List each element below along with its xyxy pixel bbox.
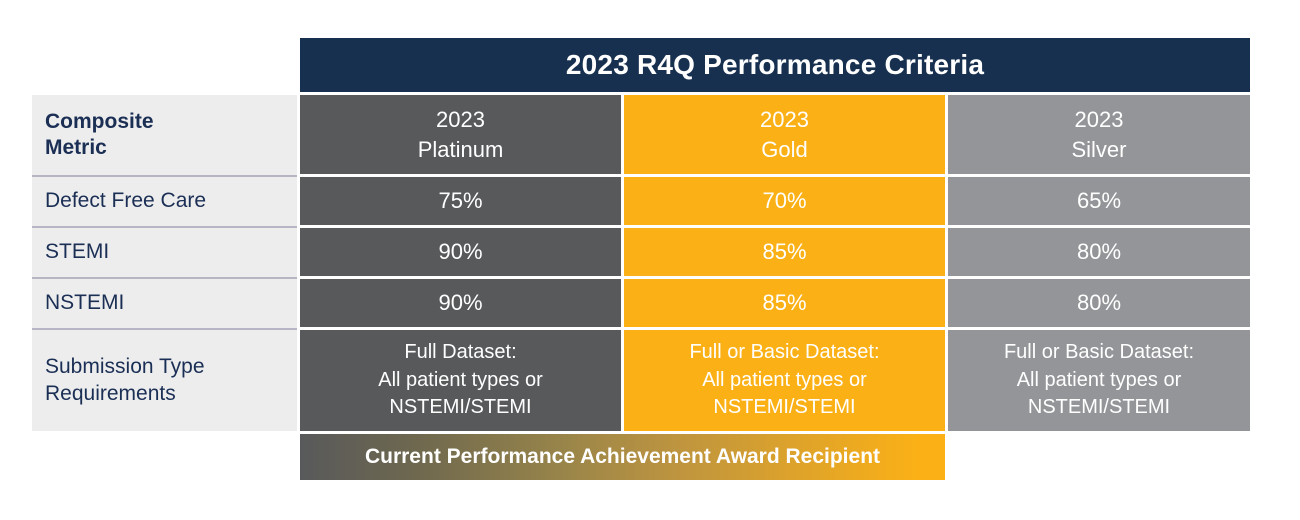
cell-stemi-gold: 85% bbox=[624, 228, 945, 276]
cell-nstemi-platinum: 90% bbox=[300, 279, 621, 327]
corner-header: Composite Metric bbox=[32, 95, 297, 177]
cell-nstemi-silver: 80% bbox=[948, 279, 1250, 327]
column-header-gold: 2023 Gold bbox=[624, 95, 945, 174]
cell-stemi-platinum: 90% bbox=[300, 228, 621, 276]
row-label-defect-free-care: Defect Free Care bbox=[32, 177, 297, 228]
row-label-stemi: STEMI bbox=[32, 228, 297, 279]
corner-header-text: Composite Metric bbox=[45, 109, 154, 159]
award-recipient-banner-text: Current Performance Achievement Award Re… bbox=[364, 445, 881, 468]
award-recipient-banner: Current Performance Achievement Award Re… bbox=[300, 434, 945, 480]
column-header-silver: 2023 Silver bbox=[948, 95, 1250, 174]
row-label-submission-type: Submission Type Requirements bbox=[32, 330, 297, 431]
cell-submission-gold: Full or Basic Dataset: All patient types… bbox=[624, 330, 945, 431]
cell-submission-platinum: Full Dataset: All patient types or NSTEM… bbox=[300, 330, 621, 431]
cell-defect-free-care-platinum: 75% bbox=[300, 177, 621, 225]
cell-submission-silver: Full or Basic Dataset: All patient types… bbox=[948, 330, 1250, 431]
cell-nstemi-gold: 85% bbox=[624, 279, 945, 327]
cell-defect-free-care-gold: 70% bbox=[624, 177, 945, 225]
column-header-platinum: 2023 Platinum bbox=[300, 95, 621, 174]
table-title: 2023 R4Q Performance Criteria bbox=[300, 38, 1250, 92]
cell-stemi-silver: 80% bbox=[948, 228, 1250, 276]
cell-defect-free-care-silver: 65% bbox=[948, 177, 1250, 225]
table: 2023 R4Q Performance Criteria Composite … bbox=[32, 38, 1250, 480]
row-label-nstemi: NSTEMI bbox=[32, 279, 297, 330]
row-label-column: Composite Metric Defect Free Care STEMI … bbox=[32, 95, 297, 431]
table-title-text: 2023 R4Q Performance Criteria bbox=[565, 49, 985, 80]
